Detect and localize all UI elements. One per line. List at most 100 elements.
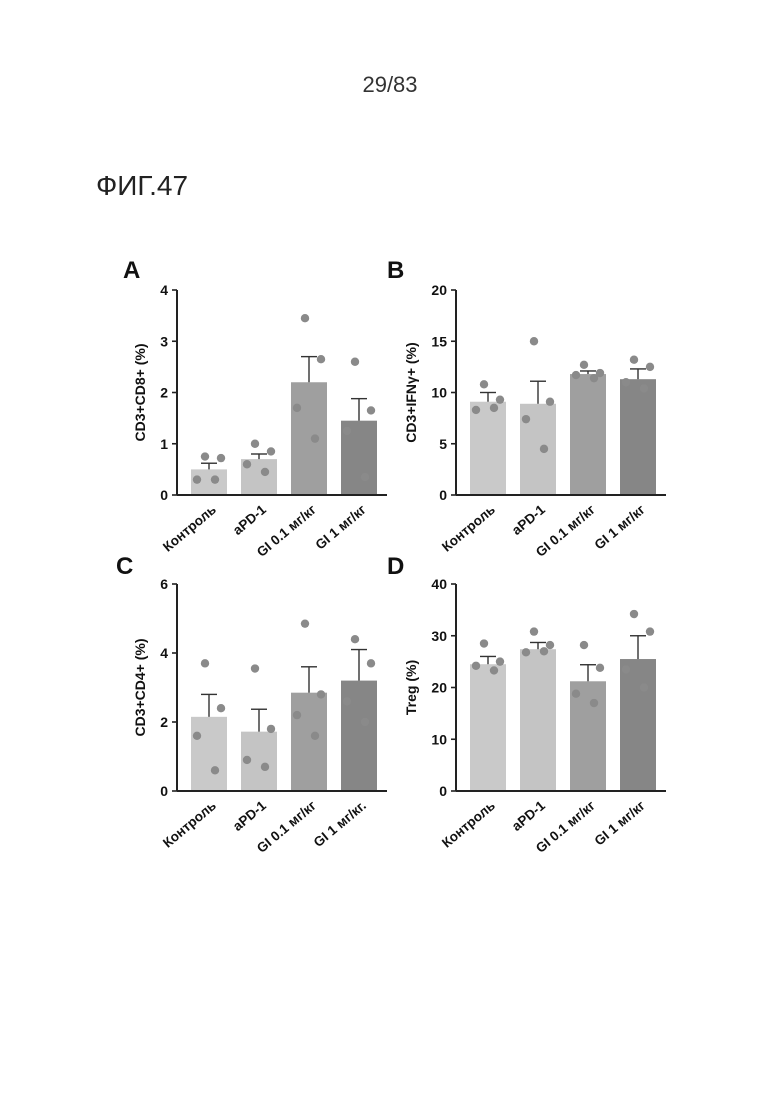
panel-d-category-label-1: Контроль <box>439 798 498 851</box>
panel-c-point-1-2 <box>217 704 225 712</box>
panel-a-point-2-2 <box>267 447 275 455</box>
panel-d-y-axis-label: Treg (%) <box>403 660 419 715</box>
panel-b-y-axis-label: CD3+IFNγ+ (%) <box>403 342 419 442</box>
panel-a-label: A <box>123 257 140 284</box>
panel-b-point-4-1 <box>630 356 638 364</box>
panel-b-point-3-1 <box>580 361 588 369</box>
panel-c-ytick-label-1: 0 <box>160 783 168 799</box>
panel-a-point-3-3 <box>293 404 301 412</box>
panel-c-point-3-4 <box>311 732 319 740</box>
panel-b-category-label-4: GI 1 мг/кг <box>592 502 649 553</box>
panel-d-ytick-label-5: 40 <box>431 576 447 592</box>
panel-d-point-3-1 <box>580 641 588 649</box>
panel-b-ytick-label-2: 5 <box>439 436 447 452</box>
panel-b-point-1-3 <box>472 406 480 414</box>
panel-c-point-2-1 <box>251 664 259 672</box>
panel-b-bar-4 <box>620 379 656 495</box>
panel-c-point-3-3 <box>293 711 301 719</box>
panel-a-point-4-3 <box>343 427 351 435</box>
panel-a-point-1-3 <box>193 475 201 483</box>
panel-b-point-4-2 <box>646 363 654 371</box>
panel-b-point-1-4 <box>490 404 498 412</box>
panel-a-point-2-3 <box>243 460 251 468</box>
panel-b-point-1-1 <box>480 380 488 388</box>
panel-b-point-4-3 <box>622 378 630 386</box>
panel-b-category-label-2: aPD-1 <box>509 501 548 537</box>
panel-b-category-label-1: Контроль <box>439 502 498 555</box>
panel-c-label: C <box>116 553 133 580</box>
panel-b-point-2-3 <box>522 415 530 423</box>
panel-a-point-3-4 <box>311 434 319 442</box>
panel-b-point-2-1 <box>530 337 538 345</box>
panel-b-point-4-4 <box>640 384 648 392</box>
panel-a-point-2-1 <box>251 440 259 448</box>
panel-d-point-1-4 <box>490 666 498 674</box>
panel-a-ytick-label-5: 4 <box>160 282 168 298</box>
panel-b-ytick-label-4: 15 <box>431 333 447 349</box>
panel-d-category-label-4: GI 1 мг/кг <box>592 798 649 849</box>
panel-a-ytick-label-3: 2 <box>160 385 168 401</box>
panel-d-point-4-4 <box>640 683 648 691</box>
panel-a-category-label-1: Контроль <box>160 502 219 555</box>
panel-c-ytick-label-3: 4 <box>160 645 168 661</box>
panel-a-point-3-2 <box>317 355 325 363</box>
panel-c-point-4-2 <box>367 659 375 667</box>
panel-b-point-2-2 <box>546 398 554 406</box>
panel-a-ytick-label-1: 0 <box>160 487 168 503</box>
panel-d-point-2-3 <box>522 648 530 656</box>
panel-b-ytick-label-5: 20 <box>431 282 447 298</box>
panel-d-point-1-1 <box>480 639 488 647</box>
panel-d-point-2-1 <box>530 627 538 635</box>
panel-c-point-2-2 <box>267 725 275 733</box>
panel-b-point-1-2 <box>496 395 504 403</box>
panel-b-bar-1 <box>470 402 506 495</box>
panel-c-point-2-4 <box>261 763 269 771</box>
panel-b-ytick-label-1: 0 <box>439 487 447 503</box>
panel-d-point-1-2 <box>496 657 504 665</box>
panel-b-ytick-label-3: 10 <box>431 385 447 401</box>
panel-a-y-axis-label: CD3+CD8+ (%) <box>132 343 148 441</box>
panel-d-bar-4 <box>620 659 656 791</box>
panel-c-ytick-label-4: 6 <box>160 576 168 592</box>
panel-a-ytick-label-4: 3 <box>160 333 168 349</box>
panel-d-ytick-label-4: 30 <box>431 628 447 644</box>
panel-c-category-label-2: aPD-1 <box>230 797 269 833</box>
panel-d-label: D <box>387 553 404 580</box>
panel-c-ytick-label-2: 2 <box>160 714 168 730</box>
panel-b-point-3-3 <box>572 371 580 379</box>
panel-a-point-1-1 <box>201 452 209 460</box>
panel-c-point-3-1 <box>301 619 309 627</box>
panel-d-point-3-2 <box>596 664 604 672</box>
panel-d-bar-1 <box>470 664 506 791</box>
panel-d-point-3-4 <box>590 699 598 707</box>
panel-d-point-4-2 <box>646 627 654 635</box>
panel-d-ytick-label-3: 20 <box>431 680 447 696</box>
panel-c-point-1-4 <box>211 766 219 774</box>
panel-c-point-2-3 <box>243 756 251 764</box>
panel-a-point-2-4 <box>261 468 269 476</box>
panel-c-point-3-2 <box>317 690 325 698</box>
panel-c-category-label-1: Контроль <box>160 798 219 851</box>
panel-a-point-4-1 <box>351 358 359 366</box>
panel-a-point-4-2 <box>367 406 375 414</box>
panel-c-category-label-4: GI 1 мг/кг. <box>311 798 369 850</box>
panel-b-label: B <box>387 257 404 284</box>
panel-a-point-4-4 <box>361 473 369 481</box>
panel-d-point-3-3 <box>572 690 580 698</box>
panel-b-bar-3 <box>570 374 606 495</box>
panel-a-bar-3 <box>291 382 327 495</box>
panel-d-bar-2 <box>520 649 556 791</box>
panel-c-point-1-1 <box>201 659 209 667</box>
panel-b-point-2-4 <box>540 445 548 453</box>
panel-d-point-2-2 <box>546 641 554 649</box>
panel-c-point-1-3 <box>193 732 201 740</box>
panel-a-point-3-1 <box>301 314 309 322</box>
panel-c-y-axis-label: CD3+CD4+ (%) <box>132 638 148 736</box>
panel-a-point-1-4 <box>211 475 219 483</box>
panel-d-point-2-4 <box>540 647 548 655</box>
panel-d-category-label-2: aPD-1 <box>509 797 548 833</box>
panel-c-point-4-3 <box>343 697 351 705</box>
panel-c-point-4-4 <box>361 718 369 726</box>
panel-d-ytick-label-2: 10 <box>431 731 447 747</box>
